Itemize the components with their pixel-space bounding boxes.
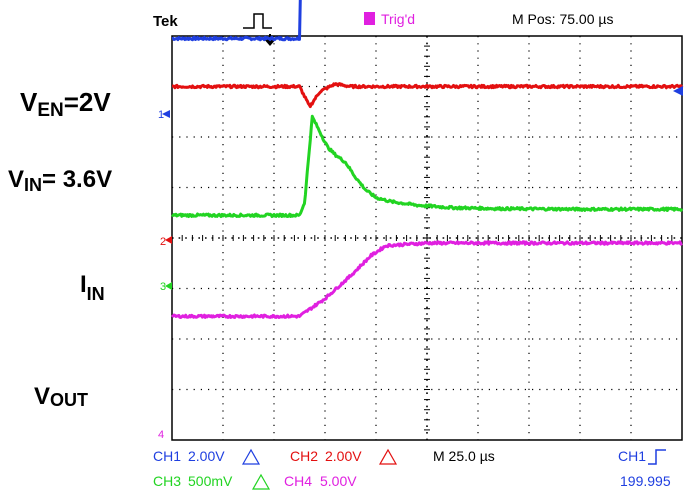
channel-markers: 1 2 3 4 xyxy=(158,86,683,441)
ch4-marker: 4 xyxy=(158,429,164,441)
ch1-trace xyxy=(171,0,302,42)
horizontal-position: M Pos: 75.00 µs xyxy=(512,11,613,27)
trigger-frequency: 199.995 xyxy=(620,473,671,489)
ch1-ground-marker-icon xyxy=(162,110,170,118)
trigger-status: Trig'd xyxy=(381,11,415,27)
ch1-label: CH1 xyxy=(153,448,181,464)
ch3-scale: 500mV xyxy=(188,473,233,489)
signal-labels: VEN=2V VIN= 3.6V IIN VOUT xyxy=(8,87,112,410)
ch2-bw-limit-icon xyxy=(378,448,398,465)
label-vin: VIN= 3.6V xyxy=(8,166,112,195)
ch4-trace xyxy=(170,240,683,319)
ch1-marker: 1 xyxy=(158,109,164,121)
trigger-slope-icon xyxy=(648,449,666,465)
ch3-bw-limit-icon xyxy=(251,473,271,490)
ch3-label: CH3 xyxy=(153,473,181,489)
ch3-ground-marker-icon xyxy=(165,282,172,290)
ch1-bw-limit-icon xyxy=(241,448,261,465)
ch4-scale: 5.00V xyxy=(320,473,357,489)
ch1-scale: 2.00V xyxy=(188,448,225,464)
label-iin: IIN xyxy=(80,271,105,304)
timebase: M 25.0 µs xyxy=(433,448,495,464)
trigger-source: CH1 xyxy=(618,448,646,464)
ch3-trace xyxy=(170,114,684,218)
ch4-label: CH4 xyxy=(284,473,312,489)
ch2-ground-marker-icon xyxy=(165,236,172,244)
ch3-marker: 3 xyxy=(160,281,166,293)
brand-label: Tek xyxy=(153,13,178,30)
waveforms xyxy=(170,0,684,319)
trigger-level-icon xyxy=(673,86,683,96)
graticule xyxy=(171,35,683,441)
ch2-marker: 2 xyxy=(160,236,166,248)
label-ven: VEN=2V xyxy=(20,87,111,121)
trigger-status-icon xyxy=(364,12,375,25)
footer-readouts: CH1 2.00V CH2 2.00V M 25.0 µs CH1 CH3 50… xyxy=(153,448,671,490)
ch2-label: CH2 xyxy=(290,448,318,464)
ch2-scale: 2.00V xyxy=(325,448,362,464)
label-vout: VOUT xyxy=(34,383,88,410)
ch2-trace xyxy=(171,82,684,109)
